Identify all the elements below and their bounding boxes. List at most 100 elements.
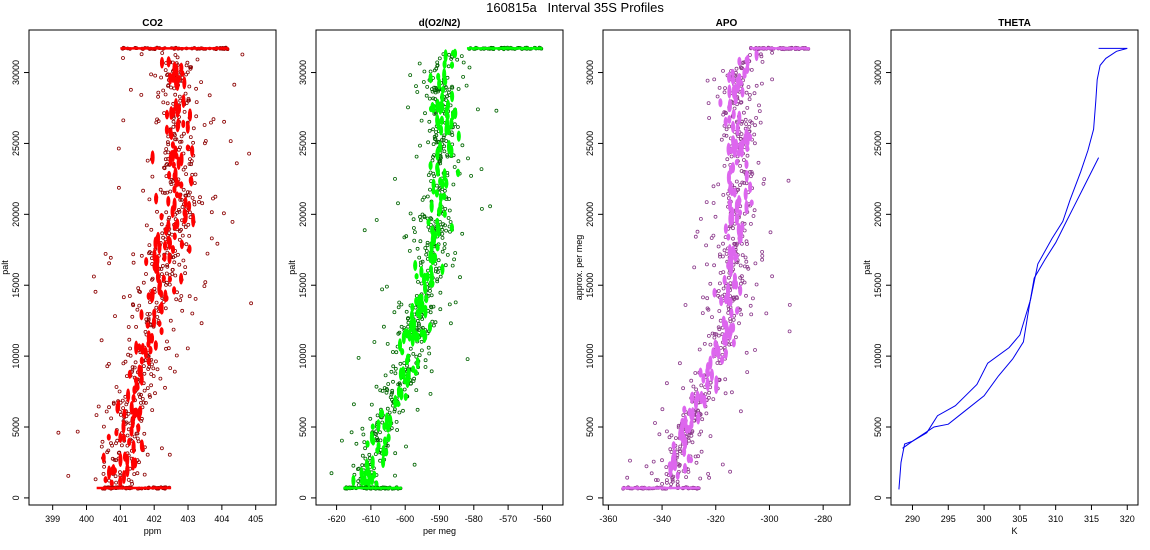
data-point	[745, 242, 749, 246]
data-cluster	[744, 56, 749, 64]
data-cluster	[175, 120, 180, 133]
data-point	[712, 263, 716, 268]
data-point	[362, 440, 367, 445]
data-point	[423, 358, 428, 363]
data-point	[360, 426, 365, 431]
data-point	[713, 214, 718, 219]
data-point	[710, 315, 714, 320]
data-point	[154, 305, 159, 310]
data-cluster	[115, 402, 120, 414]
data-point	[452, 165, 457, 169]
data-cluster	[671, 453, 676, 465]
data-point	[392, 310, 397, 315]
data-cluster	[725, 324, 730, 339]
data-cluster	[133, 457, 138, 469]
data-point	[707, 395, 711, 400]
data-point	[699, 216, 703, 221]
data-cluster	[419, 293, 424, 303]
data-point	[408, 211, 413, 216]
data-cluster	[139, 356, 144, 365]
data-point	[159, 267, 164, 271]
data-cluster	[434, 189, 439, 198]
data-point	[678, 449, 682, 454]
data-point	[762, 177, 767, 182]
data-point	[394, 419, 399, 424]
data-point	[427, 351, 432, 356]
data-point	[751, 296, 755, 301]
data-point	[669, 482, 673, 487]
data-point	[162, 166, 167, 171]
data-point	[164, 147, 169, 151]
data-cluster	[442, 192, 447, 201]
data-point	[453, 251, 458, 255]
data-point	[155, 315, 160, 319]
data-cluster	[403, 392, 408, 401]
data-point	[380, 388, 385, 393]
data-point	[349, 430, 354, 435]
data-point	[466, 156, 470, 161]
data-point	[138, 395, 142, 399]
data-point	[660, 481, 664, 486]
data-point	[166, 142, 171, 147]
data-point	[351, 402, 356, 407]
data-cluster	[730, 75, 736, 85]
data-point	[166, 346, 171, 351]
data-point	[408, 346, 413, 351]
data-point	[705, 262, 709, 267]
data-point	[434, 183, 439, 188]
data-cluster	[442, 210, 447, 218]
data-point	[132, 472, 137, 477]
data-point	[442, 246, 447, 251]
data-cluster	[431, 235, 437, 246]
data-point	[107, 405, 111, 410]
data-point	[234, 161, 239, 166]
data-cluster	[166, 57, 171, 66]
data-point	[150, 174, 155, 179]
y-tick-label: 30000	[11, 60, 21, 85]
data-point	[56, 430, 61, 435]
data-point	[141, 364, 146, 369]
data-point	[202, 123, 207, 127]
data-point	[431, 171, 436, 176]
data-point	[396, 305, 401, 310]
data-point	[163, 150, 168, 155]
data-point	[92, 274, 96, 279]
data-point	[147, 312, 152, 316]
data-cluster	[740, 86, 745, 98]
data-point	[117, 185, 121, 190]
data-point	[731, 236, 735, 241]
data-point	[99, 444, 104, 449]
data-point	[447, 197, 452, 201]
data-point	[749, 221, 753, 226]
data-point	[363, 446, 368, 451]
data-point	[130, 481, 135, 486]
data-cluster	[722, 274, 727, 286]
data-cluster	[107, 465, 112, 480]
data-point	[393, 366, 398, 371]
data-point	[753, 348, 757, 352]
data-cluster	[146, 357, 151, 366]
data-point	[151, 366, 156, 371]
data-point	[665, 429, 669, 434]
data-cluster	[376, 419, 381, 432]
data-point	[452, 122, 457, 127]
data-point	[739, 281, 743, 286]
data-point	[107, 361, 111, 366]
data-cluster	[745, 137, 750, 147]
data-point	[440, 235, 445, 240]
data-cluster	[726, 282, 731, 297]
data-cluster	[112, 467, 117, 475]
data-cluster	[410, 333, 415, 347]
data-cluster	[410, 302, 415, 312]
data-cluster	[174, 152, 179, 160]
data-point	[163, 385, 167, 390]
data-cluster	[183, 196, 188, 209]
data-point	[424, 249, 429, 253]
data-point	[369, 402, 374, 407]
data-point	[707, 475, 711, 480]
data-cluster	[731, 84, 736, 98]
data-point	[368, 416, 373, 421]
data-cluster	[152, 260, 157, 272]
data-point	[175, 55, 180, 60]
